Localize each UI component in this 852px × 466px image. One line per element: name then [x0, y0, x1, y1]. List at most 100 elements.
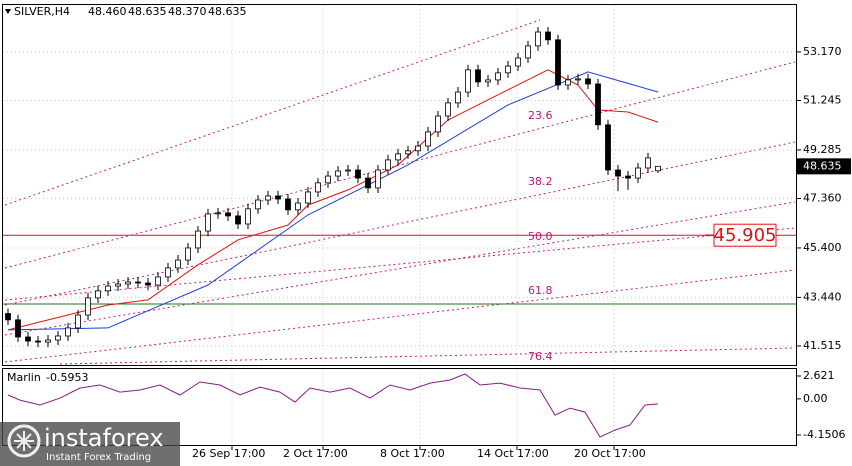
- candle-body: [415, 145, 421, 152]
- watermark-tagline: Instant Forex Trading: [46, 452, 151, 463]
- candle-body: [405, 150, 411, 155]
- candle-body: [345, 169, 351, 172]
- candle-body: [285, 198, 291, 211]
- candle-body: [315, 182, 321, 193]
- candle-body: [245, 208, 251, 225]
- candle-body: [495, 72, 501, 81]
- candle-body: [205, 213, 211, 232]
- price-level-label: 45.905: [714, 225, 777, 246]
- candle-body: [485, 79, 491, 83]
- y2-tick-label: -4.1506: [803, 428, 845, 441]
- header-high: 48.635: [128, 5, 167, 18]
- candle-body: [585, 78, 591, 85]
- moving-average: [7, 71, 659, 331]
- candle-body: [515, 57, 521, 67]
- candle-body: [625, 175, 631, 179]
- y-tick-label: 43.440: [803, 290, 842, 303]
- fib-label: 23.6: [528, 109, 553, 122]
- candle-body: [475, 69, 481, 83]
- candle-body: [45, 339, 51, 343]
- x-tick-label: 14 Oct 17:00: [477, 447, 549, 460]
- candle-body: [595, 83, 601, 126]
- candle-body: [565, 79, 571, 86]
- candle-body: [425, 131, 431, 147]
- x-tick-label: 20 Oct 17:00: [574, 447, 646, 460]
- fib-label: 50.0: [528, 230, 553, 243]
- y-tick-label: 51.245: [803, 93, 842, 106]
- candle-body: [275, 195, 281, 200]
- candle-body: [85, 297, 91, 316]
- indicator-pane: [2, 368, 797, 446]
- fib-label: 61.8: [528, 284, 553, 297]
- last-price-label: 48.635: [803, 159, 842, 172]
- candle-body: [455, 91, 461, 104]
- candle-body: [195, 230, 201, 249]
- watermark-icon: [14, 431, 34, 451]
- watermark-icon: [7, 424, 41, 458]
- candle-body: [155, 276, 161, 286]
- candle-body: [55, 335, 61, 341]
- candle-body: [305, 191, 311, 204]
- trend-line: [4, 201, 796, 336]
- indicator-value: -0.5953: [46, 371, 88, 384]
- menu-arrow: [5, 9, 11, 14]
- x-tick-label: 26 Sep 17:00: [192, 447, 265, 460]
- price-pane: [2, 4, 797, 366]
- candle-body: [505, 65, 511, 74]
- candle-body: [395, 153, 401, 161]
- candle-body: [535, 31, 541, 47]
- channel-lines: [4, 19, 796, 365]
- candle-body: [145, 282, 151, 286]
- candle-body: [385, 159, 391, 171]
- candle-body: [615, 169, 621, 177]
- candle-body: [265, 195, 271, 201]
- candle-body: [335, 170, 341, 177]
- candle-body: [545, 31, 551, 41]
- candle-body: [325, 175, 331, 184]
- candle-body: [255, 199, 261, 210]
- candle-body: [215, 212, 221, 215]
- candle-body: [65, 327, 71, 337]
- moving-average: [7, 69, 659, 331]
- candle-body: [75, 314, 81, 329]
- candle-body: [125, 281, 131, 285]
- candle-body: [605, 124, 611, 171]
- candle-body: [105, 285, 111, 292]
- candle-body: [525, 45, 531, 59]
- candle-body: [355, 169, 361, 179]
- candle-body: [225, 212, 231, 217]
- candle-body: [115, 283, 121, 287]
- y-tick-label: 47.360: [803, 192, 842, 205]
- header-open: 48.460: [88, 5, 127, 18]
- candle-body: [365, 177, 371, 189]
- candle-body: [135, 281, 141, 284]
- trend-line: [4, 61, 796, 269]
- candle-body: [435, 115, 441, 133]
- candle-body: [235, 215, 241, 225]
- candle-body: [35, 340, 41, 343]
- candle-body: [15, 319, 21, 338]
- watermark-bg: [0, 422, 180, 466]
- candle-body: [445, 102, 451, 117]
- candle-body: [655, 165, 661, 172]
- candle-body: [25, 336, 31, 342]
- candle-body: [575, 78, 581, 81]
- candle-body: [555, 39, 561, 86]
- symbol-title: SILVER,H4: [14, 5, 70, 18]
- trend-line: [4, 227, 796, 301]
- candle-body: [465, 69, 471, 93]
- candle-body: [295, 202, 301, 211]
- candle-body: [165, 267, 171, 278]
- y-tick-label: 45.400: [803, 241, 842, 254]
- candle-body: [175, 259, 181, 269]
- candle-body: [185, 247, 191, 261]
- candle-body: [375, 169, 381, 189]
- last-price-box: [797, 158, 851, 175]
- y-tick-label: 49.285: [803, 143, 842, 156]
- indicator-name: Marlin: [7, 371, 41, 384]
- y-tick-label: 41.515: [803, 339, 842, 352]
- header-low: 48.370: [168, 5, 207, 18]
- indicator-line: [7, 373, 659, 438]
